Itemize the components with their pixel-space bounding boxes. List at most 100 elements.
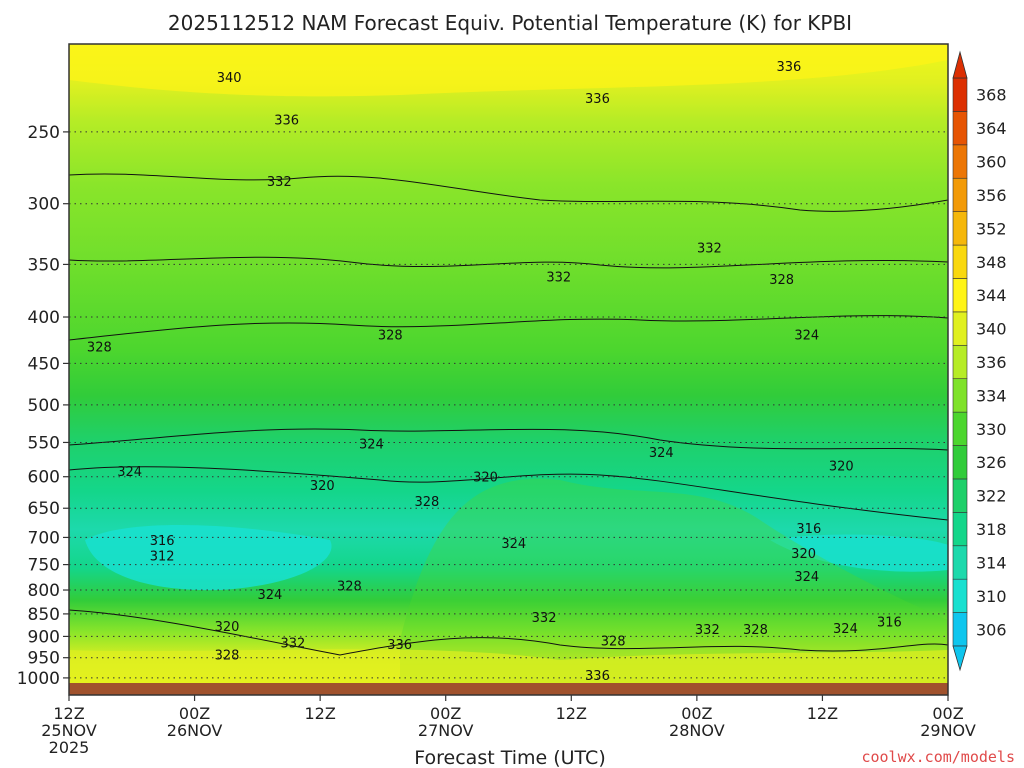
contour-label-9: 328 [378, 328, 403, 343]
surface-warm-band [69, 649, 948, 683]
colorbar-label-336: 336 [976, 353, 1007, 372]
colorbar-swatch-364 [952, 111, 968, 146]
colorbar-label-364: 364 [976, 119, 1007, 138]
contour-label-17: 328 [414, 495, 439, 510]
colorbar-label-318: 318 [976, 520, 1007, 539]
colorbar-swatch-318 [952, 512, 968, 547]
x-tick-label-7-1: 00Z [932, 704, 963, 723]
contour-label-36: 336 [585, 669, 610, 684]
contour-label-29: 332 [281, 636, 306, 651]
y-tick-label-900: 900 [28, 627, 60, 647]
y-tick-label-800: 800 [28, 581, 60, 601]
x-tick-label-4-1: 12Z [556, 704, 587, 723]
contour-label-15: 320 [473, 470, 498, 485]
colorbar-swatch-348 [952, 244, 968, 279]
y-tick-label-500: 500 [28, 396, 60, 416]
x-axis-label: Forecast Time (UTC) [414, 747, 605, 768]
contour-label-30: 336 [387, 638, 412, 653]
contour-label-6: 332 [697, 241, 722, 256]
contour-label-13: 324 [649, 446, 674, 461]
colorbar-swatch-340 [952, 311, 968, 346]
contour-label-19: 312 [150, 550, 175, 565]
y-tick-label-450: 450 [28, 354, 60, 374]
grid-lines [69, 131, 948, 679]
contour-label-25: 324 [794, 570, 819, 585]
contour-label-12: 324 [117, 465, 142, 480]
y-tick-label-950: 950 [28, 649, 60, 669]
x-tick-label-5-2: 28NOV [669, 721, 725, 740]
y-tick-label-850: 850 [28, 605, 60, 625]
x-tick-label-2-1: 12Z [304, 704, 335, 723]
contour-label-21: 324 [501, 537, 526, 552]
ground-strip [69, 683, 948, 695]
contour-label-34: 324 [833, 622, 858, 637]
contour-label-23: 324 [258, 588, 283, 603]
colorbar-label-348: 348 [976, 253, 1007, 272]
colorbar-label-326: 326 [976, 453, 1007, 472]
x-tick-label-5-1: 00Z [681, 704, 712, 723]
contour-label-7: 328 [769, 273, 794, 288]
contour-label-35: 316 [877, 616, 902, 631]
contour-label-2: 336 [585, 92, 610, 107]
y-tick-label-1000: 1000 [17, 669, 60, 689]
colorbar-swatch-326 [952, 445, 968, 480]
y-tick-label-750: 750 [28, 556, 60, 576]
sample-contour-3 [69, 315, 948, 341]
colorbar-swatch-330 [952, 411, 968, 446]
contour-label-1: 336 [274, 114, 299, 129]
y-tick-label-550: 550 [28, 433, 60, 453]
y-axis: 2503003504004505005506006507007508008509… [17, 123, 69, 689]
y-tick-label-650: 650 [28, 499, 60, 519]
contour-label-22: 320 [791, 547, 816, 562]
plot-area: 340 336 336 336 332 332 332 328 328 328 324 324 324 3… [69, 44, 948, 684]
colorbar-swatch-310 [952, 578, 968, 613]
sample-contour-4 [69, 428, 948, 451]
colorbar-label-360: 360 [976, 153, 1007, 172]
colorbar-swatch-314 [952, 545, 968, 580]
contour-label-26: 320 [215, 620, 240, 635]
contour-label-5: 332 [546, 271, 571, 286]
colorbar-arrow-bottom [952, 645, 968, 672]
y-tick-label-400: 400 [28, 308, 60, 328]
x-tick-label-7-2: 29NOV [920, 721, 976, 740]
colorbar-swatch-306 [952, 612, 968, 647]
contour-label-11: 324 [359, 438, 384, 453]
colorbar-swatch-322 [952, 478, 968, 513]
colorbar-swatch-356 [952, 177, 968, 212]
colorbar-label-356: 356 [976, 186, 1007, 205]
contour-label-14: 320 [310, 479, 335, 494]
colorbar-label-368: 368 [976, 86, 1007, 105]
colorbar-label-310: 310 [976, 587, 1007, 606]
low-theta-blob-left [85, 525, 332, 591]
colorbar-label-352: 352 [976, 219, 1007, 238]
colorbar-label-330: 330 [976, 420, 1007, 439]
x-tick-label-3-2: 27NOV [418, 721, 474, 740]
contour-label-24: 328 [337, 580, 362, 595]
colorbar-swatch-368 [952, 77, 968, 112]
x-tick-label-0-1: 12Z [53, 704, 84, 723]
contour-label-4: 332 [267, 175, 292, 190]
contour-label-28: 332 [695, 623, 720, 638]
contour-labels: 340 336 336 336 332 332 332 328 328 328 324 324 324 3… [87, 60, 902, 684]
colorbar-label-322: 322 [976, 487, 1007, 506]
sample-contour-1 [69, 173, 948, 212]
x-tick-label-1-1: 00Z [179, 704, 210, 723]
x-tick-label-1-2: 26NOV [167, 721, 223, 740]
colorbar-swatch-336 [952, 344, 968, 380]
chart-title: 2025112512 NAM Forecast Equiv. Potential… [168, 11, 852, 35]
colorbar-swatch-334 [952, 378, 968, 413]
contour-label-20: 316 [796, 522, 821, 537]
contour-label-32: 328 [601, 635, 626, 650]
contour-label-33: 328 [743, 623, 768, 638]
sample-contour-2 [69, 256, 948, 269]
colorbar-label-306: 306 [976, 620, 1007, 639]
colorbar: 306 310 314 318 322 326 330 334 336 340 344 348 352 3… [952, 50, 1007, 672]
contour-label-3: 336 [777, 60, 802, 75]
credit-text: coolwx.com/models [861, 748, 1015, 766]
contour-label-8: 328 [87, 340, 112, 355]
x-tick-label-3-1: 00Z [430, 704, 461, 723]
low-theta-blob-right [770, 534, 948, 572]
colorbar-label-334: 334 [976, 386, 1007, 405]
colorbar-label-314: 314 [976, 553, 1007, 572]
